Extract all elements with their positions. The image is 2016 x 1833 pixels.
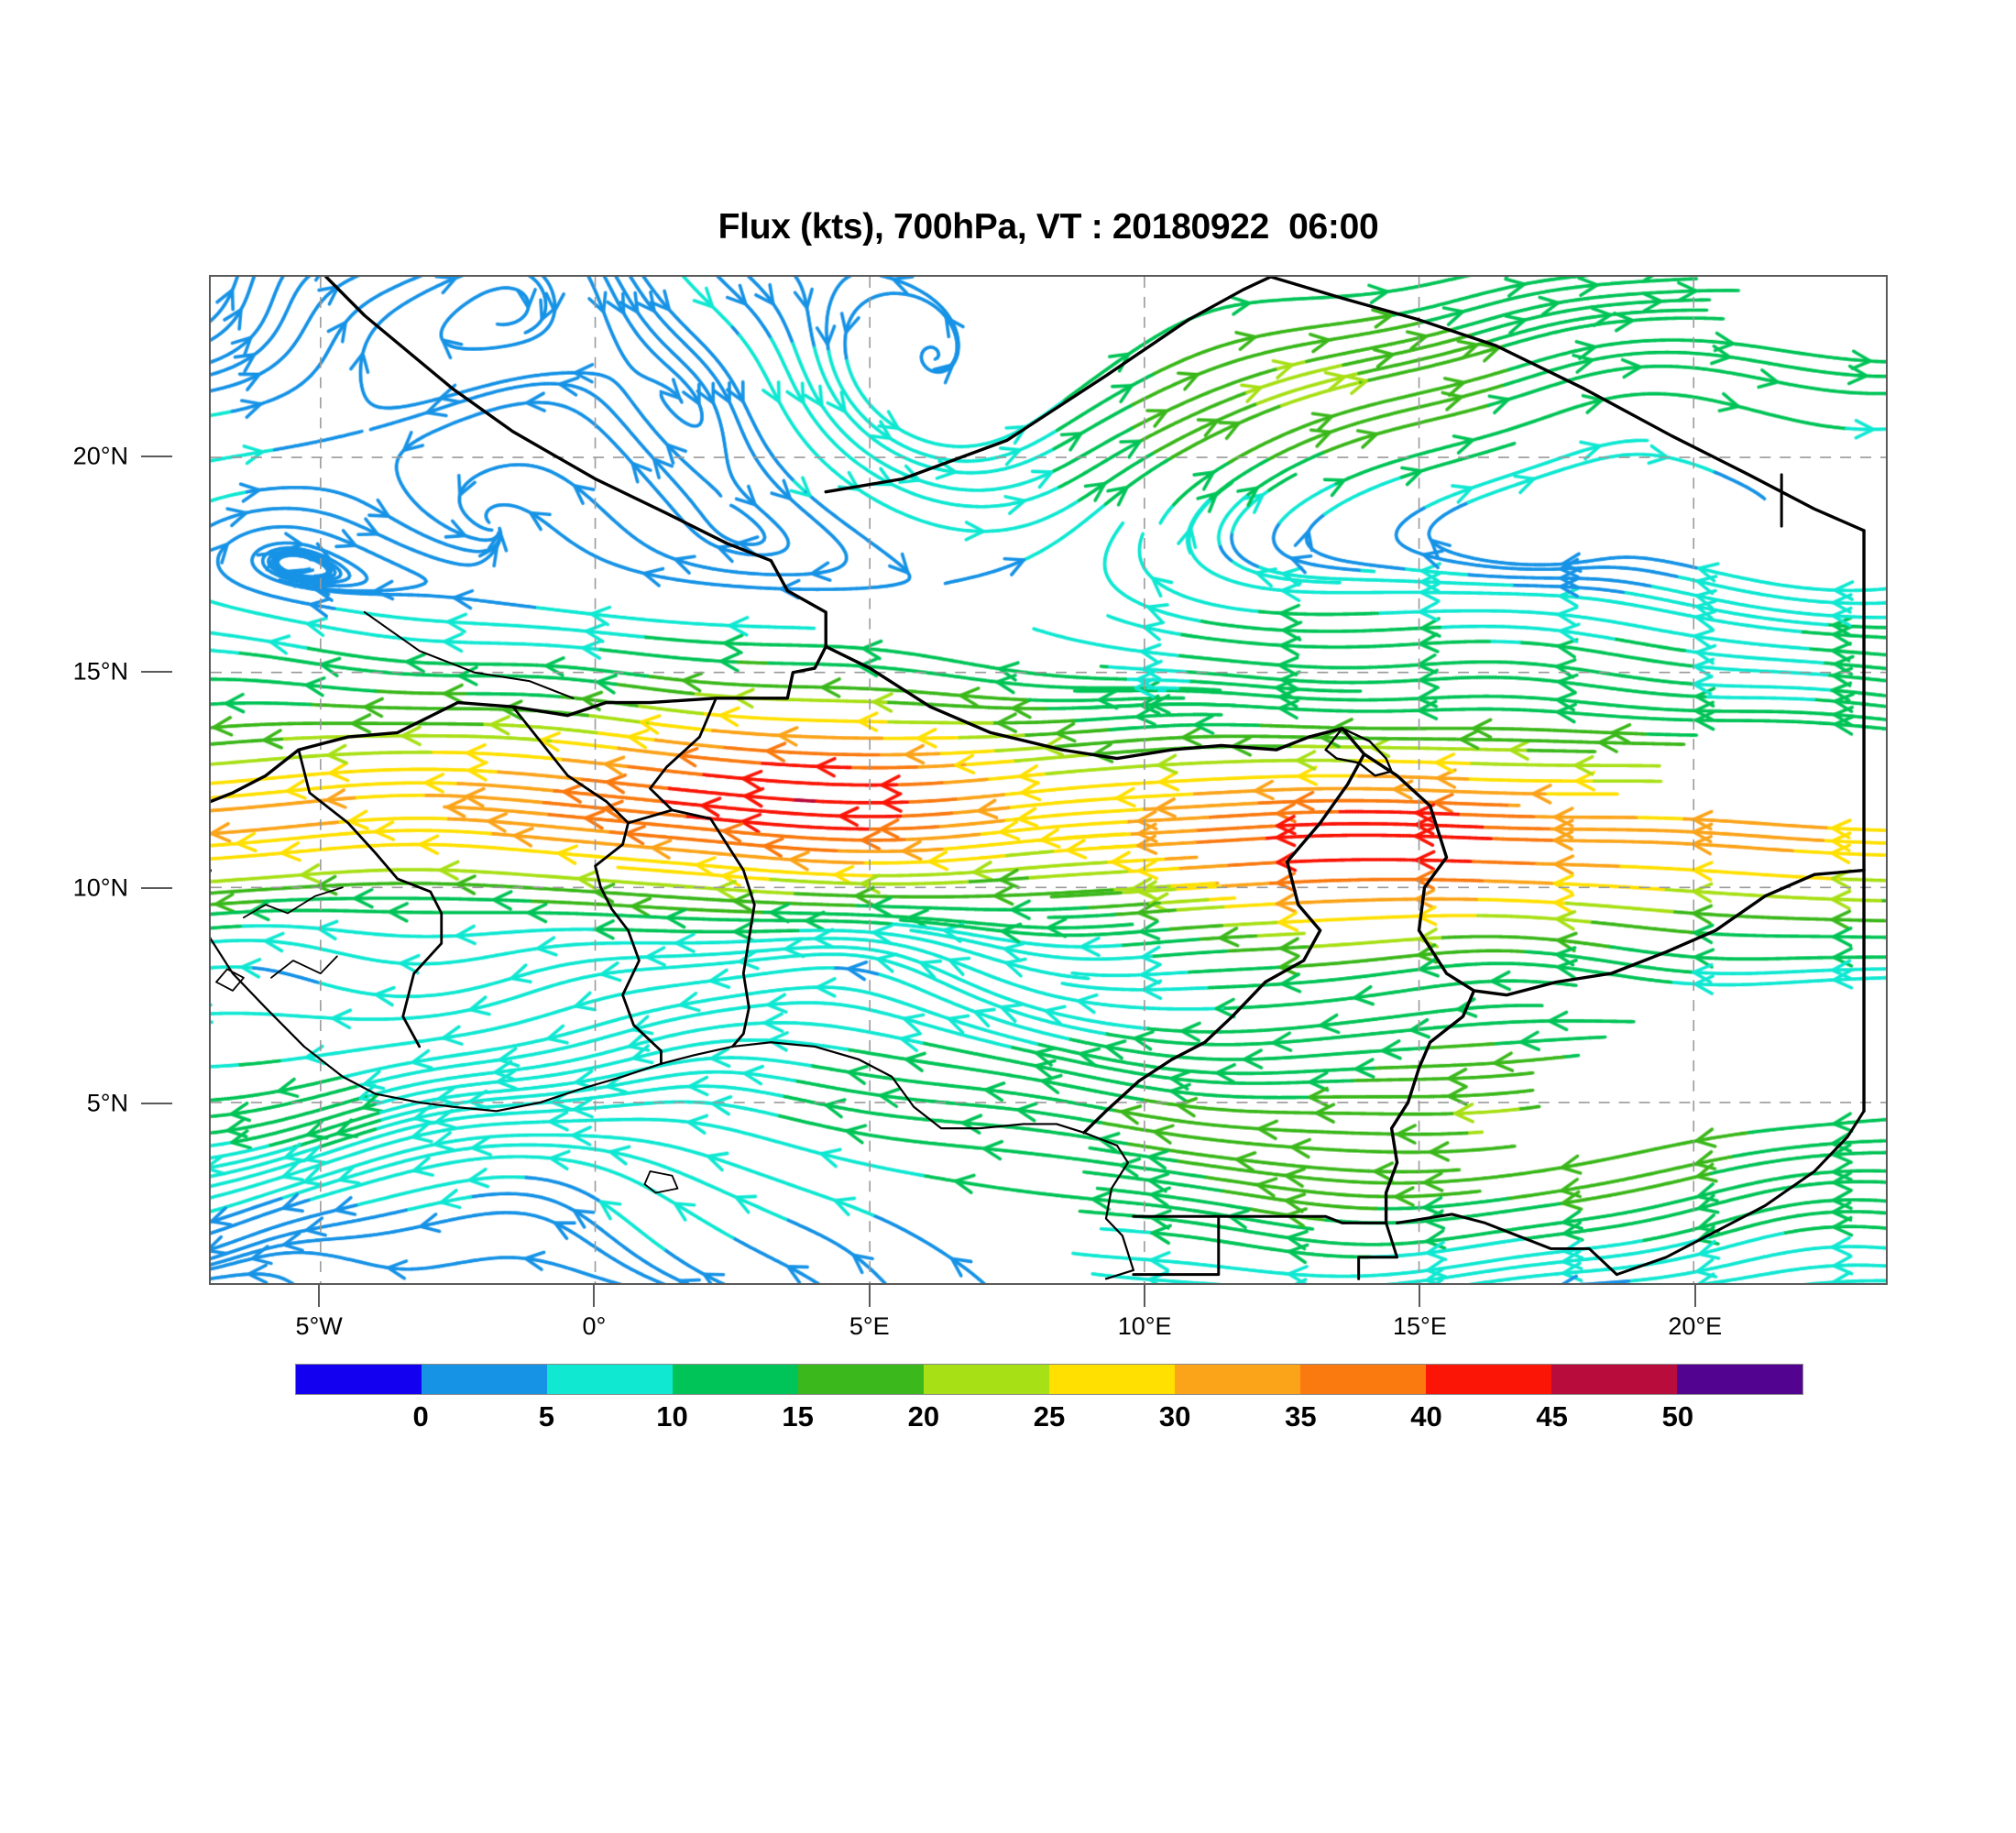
colorbar-segment-light-blue xyxy=(422,1365,547,1394)
x-axis-tick-label: 5°E xyxy=(849,1312,890,1340)
colorbar-tick-label: 50 xyxy=(1661,1400,1694,1432)
x-axis-tick-label: 5°W xyxy=(295,1312,343,1340)
page-title: Flux (kts), 700hPa, VT : 20180922 06:00 xyxy=(718,207,1379,247)
x-axis-tick-mark xyxy=(1419,1285,1421,1307)
colorbar-segment-green xyxy=(798,1365,924,1394)
colorbar-tick-label: 25 xyxy=(1033,1400,1066,1432)
y-axis-tick-label: 15°N xyxy=(72,657,128,686)
x-axis-tick-mark xyxy=(318,1285,321,1307)
colorbar-segment-light-orange xyxy=(1175,1365,1300,1394)
colorbar-segment-teal-green xyxy=(673,1365,798,1394)
colorbar-tick-label: 40 xyxy=(1410,1400,1442,1432)
x-axis-tick-mark xyxy=(1144,1285,1146,1307)
y-axis-labels: 5°N 10°N 15°N 20°N xyxy=(0,275,178,1285)
x-axis-tick-mark xyxy=(868,1285,871,1307)
y-axis-tick-mark xyxy=(141,1103,172,1105)
colorbar-segment-cyan xyxy=(547,1365,673,1394)
colorbar-tick-label: 10 xyxy=(656,1400,688,1432)
x-axis-tick-label: 0° xyxy=(582,1312,607,1340)
colorbar-segment-purple xyxy=(1677,1365,1802,1394)
streamline-field-canvas xyxy=(211,277,1886,1283)
colorbar-segment-orange xyxy=(1300,1365,1426,1394)
colorbar-segment-yellow xyxy=(1049,1365,1175,1394)
x-axis-tick-label: 20°E xyxy=(1668,1312,1723,1340)
x-axis-tick-label: 15°E xyxy=(1393,1312,1447,1340)
colorbar-tick-label: 45 xyxy=(1536,1400,1568,1432)
colorbar-tick-labels: 0 5 10 15 20 25 30 35 40 45 50 xyxy=(295,1400,1803,1446)
y-axis-tick-label: 5°N xyxy=(86,1089,128,1117)
colorbar-segment-red xyxy=(1426,1365,1551,1394)
colorbar-tick-label: 30 xyxy=(1158,1400,1191,1432)
colorbar-segment-yellow-green xyxy=(924,1365,1049,1394)
y-axis-tick-label: 10°N xyxy=(72,873,128,902)
x-axis-tick-mark xyxy=(1693,1285,1696,1307)
colorbar-segment-blue xyxy=(296,1365,422,1394)
y-axis-tick-mark xyxy=(141,671,172,674)
colorbar-tick-label: 0 xyxy=(412,1400,429,1432)
y-axis-tick-mark xyxy=(141,886,172,889)
x-axis-tick-label: 10°E xyxy=(1117,1312,1172,1340)
x-axis-labels: 5°W 0° 5°E 10°E 15°E 20°E xyxy=(209,1285,1888,1358)
map-plot-area xyxy=(209,275,1888,1285)
colorbar-tick-label: 15 xyxy=(782,1400,814,1432)
x-axis-tick-mark xyxy=(593,1285,596,1307)
y-axis-tick-mark xyxy=(141,455,172,457)
y-axis-tick-label: 20°N xyxy=(72,442,128,470)
colorbar-tick-label: 35 xyxy=(1285,1400,1317,1432)
colorbar-gradient xyxy=(295,1364,1803,1395)
colorbar-segment-crimson xyxy=(1551,1365,1677,1394)
colorbar xyxy=(295,1364,1803,1395)
colorbar-tick-label: 20 xyxy=(907,1400,940,1432)
colorbar-tick-label: 5 xyxy=(538,1400,554,1432)
